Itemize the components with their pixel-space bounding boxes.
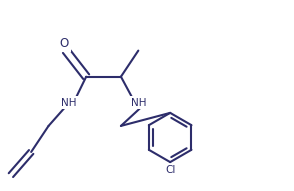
Text: NH: NH — [61, 98, 76, 108]
Text: O: O — [60, 37, 69, 50]
Text: Cl: Cl — [165, 165, 175, 175]
Text: NH: NH — [131, 98, 146, 108]
